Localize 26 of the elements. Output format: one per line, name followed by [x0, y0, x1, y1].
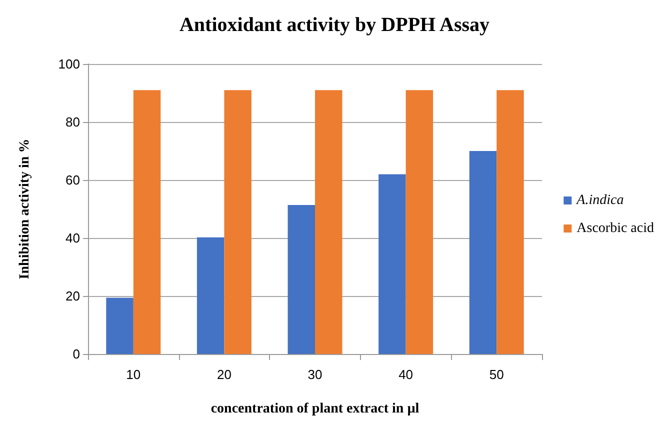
y-tick-label: 80 — [66, 114, 80, 130]
legend-label: A.indica — [576, 193, 624, 208]
x-tick-label: 50 — [489, 367, 504, 382]
y-axis-title: Inhibition activity in % — [18, 138, 32, 280]
x-tick-label: 40 — [398, 367, 414, 382]
x-tick-label: 10 — [126, 367, 141, 382]
chart-title: Antioxidant activity by DPPH Assay — [179, 14, 490, 36]
y-tick-label: 60 — [66, 172, 80, 188]
y-tick-label: 40 — [66, 230, 80, 246]
x-tick-label: 30 — [308, 367, 322, 382]
bar — [315, 90, 342, 354]
x-tick-label: 20 — [216, 367, 232, 382]
bar — [469, 151, 497, 354]
bar — [133, 90, 161, 354]
y-tick-label: 100 — [58, 56, 80, 72]
bar — [224, 90, 252, 354]
legend-label: Ascorbic acid — [576, 221, 654, 236]
x-axis-title: concentration of plant extract in µl — [210, 402, 420, 416]
bar — [196, 237, 224, 354]
y-tick-label: 0 — [72, 346, 80, 362]
bar — [496, 90, 524, 354]
y-tick-label: 20 — [66, 288, 80, 304]
bar — [378, 174, 406, 354]
bar — [288, 204, 315, 354]
bar — [406, 90, 434, 354]
bar — [106, 298, 134, 354]
